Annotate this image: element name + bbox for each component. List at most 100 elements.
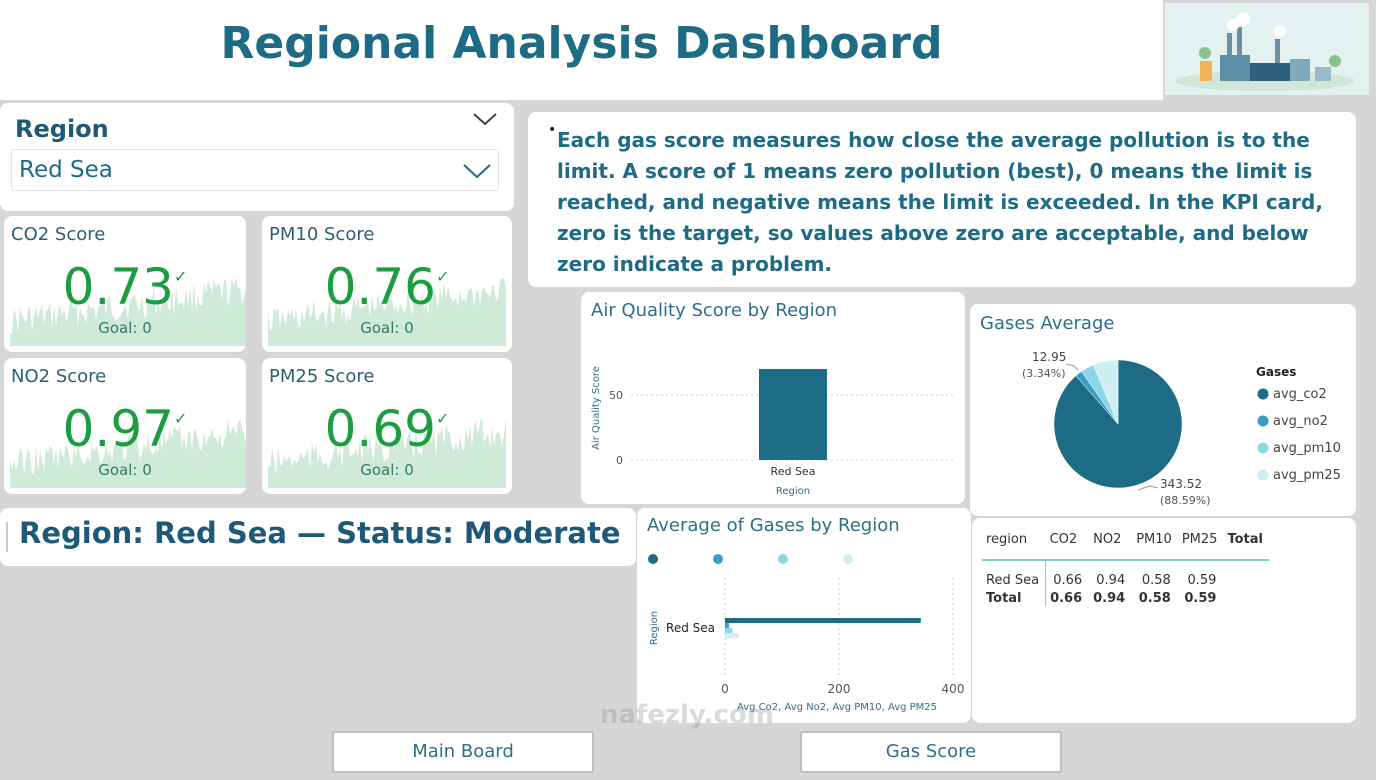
gases-average-chart[interactable]: Gases Average 12.95 (3.34%) 343.52 (88.59%)… (970, 304, 1356, 516)
score-matrix-card: region CO2 NO2 PM10 PM25 Total Red Sea 0… (972, 518, 1356, 723)
air-quality-chart[interactable]: Air Quality Score by Region Air Quality … (581, 292, 965, 504)
y-axis-label: Air Quality Score (591, 366, 602, 450)
bar (725, 618, 921, 623)
column-header[interactable]: Total (1223, 528, 1269, 561)
region-dropdown[interactable]: Red Sea (11, 149, 499, 191)
region-slicer-label: Region (15, 115, 109, 143)
legend-marker (713, 554, 723, 564)
score-matrix: region CO2 NO2 PM10 PM25 Total Red Sea 0… (982, 528, 1269, 606)
avg-gases-chart[interactable]: Average of Gases by Region 0 200 400 Region… (637, 508, 971, 723)
table-cell (1223, 588, 1269, 606)
sparkline-area (268, 417, 506, 488)
table-cell: 0.59 (1187, 573, 1217, 588)
legend-marker (843, 554, 853, 564)
kpi-value: 0.73✓ (62, 258, 188, 316)
kpi-value: 0.97✓ (62, 400, 188, 458)
table-cell: Red Sea (982, 560, 1047, 588)
table-cell: 0.94 (1096, 573, 1126, 588)
avg-gases-plot: 0 200 400 Region Red Sea Avg Co2, Avg No2, Av… (648, 554, 965, 713)
column-header[interactable]: CO2 (1045, 528, 1090, 561)
legend-marker (648, 554, 658, 564)
kpi-goal: Goal: 0 (98, 461, 152, 479)
table-cell: 0.66 (1050, 591, 1083, 606)
status-card: Region: Red Sea — Status: Moderate (0, 508, 636, 566)
gas-score-button[interactable]: Gas Score (800, 731, 1062, 773)
bar (725, 628, 733, 633)
main-board-button[interactable]: Main Board (332, 731, 594, 773)
chart-title: Average of Gases by Region (647, 515, 900, 536)
table-row: Total 0.66 0.94 0.58 0.59 (982, 588, 1269, 606)
bullet-icon: • (548, 122, 557, 138)
status-text: Region: Red Sea — Status: Moderate (19, 516, 621, 550)
kpi-goal: Goal: 0 (360, 319, 414, 337)
data-label-pct: (3.34%) (1022, 367, 1066, 380)
region-slicer: Region Red Sea (0, 103, 514, 211)
page-title: Regional Analysis Dashboard (220, 18, 943, 69)
kpi-value: 0.69✓ (324, 400, 450, 458)
legend-title: Gases (1256, 365, 1296, 379)
region-dropdown-value: Red Sea (19, 157, 113, 183)
table-cell (1223, 560, 1269, 588)
column-header[interactable]: NO2 (1089, 528, 1133, 561)
air-quality-plot: Air Quality Score 0 50 Red Sea Region (591, 366, 953, 497)
legend-marker (1257, 469, 1269, 481)
kpi-card-pm10: PM10 Score 0.76✓ Goal: 0 (262, 216, 512, 352)
x-tick-label: Red Sea (771, 465, 816, 478)
status-accent (6, 522, 8, 552)
watermark: nafezly.com (600, 700, 774, 730)
bar (725, 633, 739, 638)
description-text: Each gas score measures how close the av… (557, 128, 1323, 276)
kpi-card-pm25: PM25 Score 0.69✓ Goal: 0 (262, 358, 512, 494)
table-cell: 0.94 (1093, 591, 1126, 606)
y-tick-label: Red Sea (666, 621, 715, 635)
chevron-down-icon (463, 164, 491, 179)
legend-label: avg_no2 (1273, 414, 1328, 429)
x-axis-label: Region (776, 486, 810, 497)
bar (725, 623, 729, 628)
kpi-title: PM10 Score (269, 224, 375, 245)
legend-label: avg_co2 (1273, 387, 1327, 402)
column-header[interactable]: PM10 (1132, 528, 1178, 561)
x-axis-label: Avg Co2, Avg No2, Avg PM10, Avg PM25 (737, 702, 937, 713)
kpi-card-no2: NO2 Score 0.97✓ Goal: 0 (4, 358, 246, 494)
legend-marker (1257, 415, 1269, 427)
data-label: 343.52 (1160, 477, 1202, 491)
kpi-card-co2: CO2 Score 0.73✓ Goal: 0 (4, 216, 246, 352)
kpi-goal: Goal: 0 (98, 319, 152, 337)
y-tick-label: 0 (616, 454, 623, 467)
gases-pie-plot: 12.95 (3.34%) 343.52 (88.59%) Gases avg_co2av… (1022, 350, 1341, 507)
column-header[interactable]: PM25 (1177, 528, 1224, 561)
kpi-goal: Goal: 0 (360, 461, 414, 479)
legend-label: avg_pm25 (1273, 468, 1341, 483)
kpi-sparkline (10, 277, 246, 346)
kpi-title: NO2 Score (11, 366, 107, 387)
check-icon: ✓ (173, 267, 188, 286)
table-cell: 0.58 (1138, 591, 1171, 606)
y-axis-label: Region (649, 611, 660, 645)
table-cell: 0.66 (1053, 573, 1083, 588)
description-card: • Each gas score measures how close the … (528, 112, 1356, 287)
leader-line (1137, 485, 1159, 491)
check-icon: ✓ (173, 409, 188, 428)
legend-marker (1257, 442, 1269, 454)
legend-marker (778, 554, 788, 564)
kpi-sparkline (268, 417, 506, 488)
leader-line (1065, 363, 1079, 371)
chart-title: Air Quality Score by Region (591, 300, 838, 321)
y-tick-label: 50 (609, 389, 623, 402)
legend-marker (1257, 388, 1269, 400)
column-header[interactable]: region (982, 528, 1046, 561)
kpi-title: CO2 Score (11, 224, 106, 245)
sparkline-area (10, 420, 246, 488)
check-icon: ✓ (435, 267, 450, 286)
chart-title: Gases Average (980, 313, 1115, 334)
table-cell: 0.59 (1184, 591, 1217, 606)
collapse-chevron-icon[interactable] (472, 111, 498, 127)
x-tick-label: 200 (828, 682, 851, 696)
x-tick-label: 400 (942, 682, 965, 696)
kpi-title: PM25 Score (269, 366, 375, 387)
legend-label: avg_pm10 (1273, 441, 1341, 456)
pie-slice (1093, 359, 1119, 425)
matrix-header-row: region CO2 NO2 PM10 PM25 Total (982, 528, 1269, 561)
sparkline-area (268, 278, 506, 346)
